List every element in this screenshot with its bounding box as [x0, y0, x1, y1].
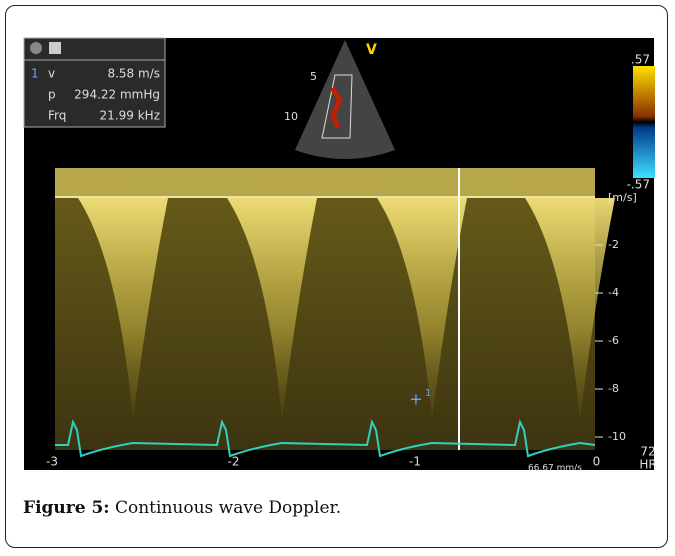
readout-value: 294.22 mmHg — [74, 88, 160, 102]
flow-envelope — [525, 198, 615, 420]
depth-label: 10 — [284, 110, 298, 123]
scale-max: .57 — [631, 53, 650, 67]
ecg-trace — [55, 419, 596, 458]
readout-index: 1 — [31, 67, 39, 81]
x-tick-label: 0 — [593, 455, 601, 469]
readout-label: p — [48, 88, 56, 102]
cursor-cross: + — [409, 390, 422, 409]
readout-label: v — [48, 67, 55, 81]
x-tick-label: -3 — [46, 455, 58, 469]
spectrum-top — [55, 168, 595, 198]
color-flow — [329, 86, 343, 129]
flow-envelope — [78, 198, 168, 420]
sweep-speed: 66.67 mm/s — [528, 464, 582, 474]
y-tick-label: -2 — [608, 238, 619, 251]
icon — [49, 42, 61, 54]
x-tick-label: -2 — [228, 455, 240, 469]
caption-text: Continuous wave Doppler. — [114, 498, 342, 518]
scale-min: -.57 — [627, 178, 650, 192]
depth-label: 5 — [310, 70, 317, 83]
y-tick-label: -10 — [608, 430, 626, 443]
y-tick-label: -4 — [608, 286, 619, 299]
cursor-label: 1 — [425, 388, 431, 399]
color-box — [321, 74, 353, 139]
figure-frame — [5, 5, 668, 548]
color-bar — [633, 66, 655, 178]
hr-value: 72 — [640, 445, 655, 459]
flow-envelope — [227, 198, 317, 420]
axis-unit: [m/s] — [608, 191, 637, 204]
readout-box — [23, 37, 166, 128]
mode-label: V — [366, 42, 377, 58]
x-tick-label: -1 — [409, 455, 421, 469]
readout-value: 21.99 kHz — [100, 109, 160, 123]
y-tick-label: -6 — [608, 334, 619, 347]
sector — [295, 40, 395, 159]
caption-label: Figure 5: — [23, 498, 110, 518]
readout-value: 8.58 m/s — [107, 67, 160, 81]
readout-label: Frq — [48, 109, 66, 123]
y-tick-label: -8 — [608, 382, 619, 395]
icon — [30, 42, 42, 54]
hr-label: HR — [639, 458, 656, 472]
caption: Figure 5: Continuous wave Doppler. — [23, 498, 341, 518]
flow-envelope — [377, 198, 467, 420]
